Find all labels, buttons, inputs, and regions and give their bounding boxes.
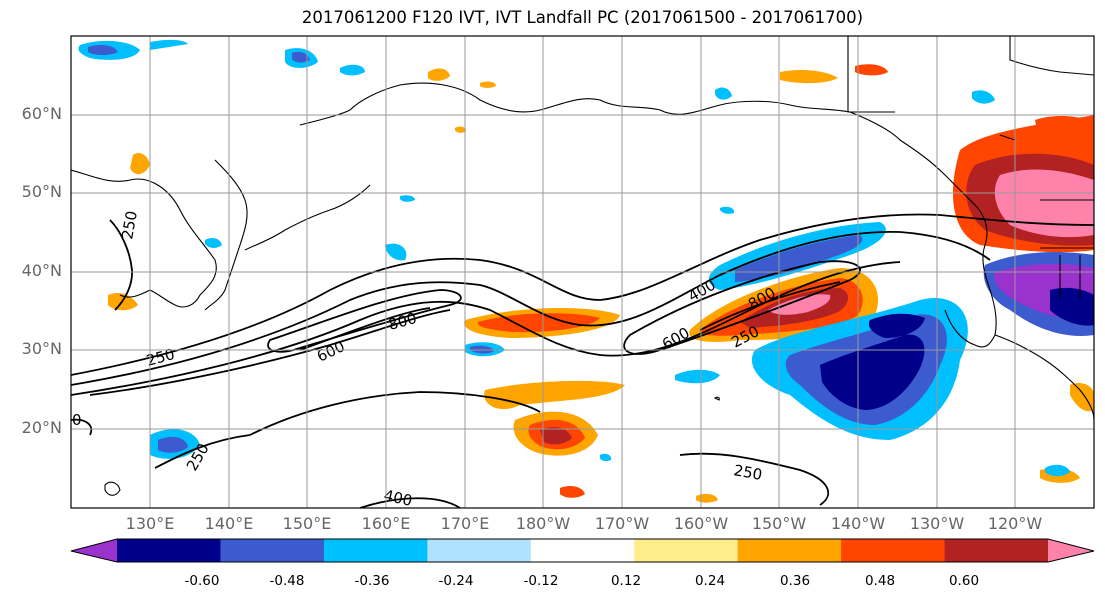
lon-label: 160°W — [673, 514, 729, 533]
colorbar-cell — [117, 539, 221, 562]
colorbar-cells — [117, 539, 1049, 562]
lat-label: 40°N — [21, 261, 62, 280]
colorbar — [70, 538, 1095, 563]
lat-label: 30°N — [21, 339, 62, 358]
lon-label: 140°W — [830, 514, 886, 533]
colorbar-cell — [634, 539, 739, 562]
contour-labels: 250 250 250 250 400 400 600 600 800 800 … — [72, 209, 779, 510]
colorbar-tick-label: -0.60 — [184, 573, 220, 589]
lon-label: 180°W — [515, 514, 571, 533]
contour-label: 400 — [382, 486, 414, 510]
colorbar-outline — [70, 538, 1095, 563]
lat-label: 50°N — [21, 182, 62, 201]
lon-label: 130°W — [909, 514, 965, 533]
colorbar-cell — [427, 539, 532, 562]
colorbar-cell — [220, 539, 325, 562]
map-title: 2017061200 F120 IVT, IVT Landfall PC (20… — [301, 8, 864, 27]
map-frame — [70, 35, 1095, 509]
colorbar-tick-label: -0.36 — [354, 573, 390, 589]
colorbar-tick-label: 0.24 — [694, 573, 726, 589]
lon-label: 150°E — [282, 514, 332, 533]
lon-label: 140°E — [204, 514, 254, 533]
contour-label: 250 — [118, 209, 141, 240]
colorbar-cell — [944, 539, 1049, 562]
lon-label: 150°W — [751, 514, 807, 533]
colorbar-tick-label: 0.36 — [779, 573, 811, 589]
lat-label: 20°N — [21, 418, 62, 437]
lon-label: 120°W — [987, 514, 1043, 533]
ivt-shading-positive — [108, 64, 1094, 503]
colorbar-tick-label: 0.60 — [948, 573, 980, 589]
colorbar-extend-min — [71, 539, 117, 562]
contour-label: 250 — [732, 461, 763, 484]
colorbar-cell — [530, 539, 635, 562]
ivt-contours — [71, 213, 1094, 508]
lat-label: 60°N — [21, 104, 62, 123]
contour-label: 0 — [72, 411, 82, 429]
colorbar-cell — [323, 539, 428, 562]
ivt-shading-negative — [78, 39, 1094, 477]
lon-label: 160°E — [361, 514, 411, 533]
coastlines — [71, 36, 1094, 496]
lon-label: 170°W — [594, 514, 650, 533]
colorbar-extend-max — [1048, 539, 1094, 562]
colorbar-tick-label: 0.48 — [864, 573, 896, 589]
contour-label: 800 — [386, 309, 418, 334]
gridlines — [71, 36, 1094, 508]
colorbar-cell — [841, 539, 946, 562]
contour-label: 250 — [144, 345, 176, 370]
colorbar-tick-label: -0.24 — [438, 573, 474, 589]
map-area: 250 250 250 250 400 400 600 600 800 800 … — [71, 36, 1094, 510]
colorbar-tick-label: 0.12 — [610, 573, 642, 589]
lon-label: 170°E — [440, 514, 490, 533]
colorbar-cell — [737, 539, 842, 562]
colorbar-tick-label: -0.48 — [269, 573, 305, 589]
colorbar-tick-label: -0.12 — [523, 573, 559, 589]
lon-label: 130°E — [125, 514, 175, 533]
